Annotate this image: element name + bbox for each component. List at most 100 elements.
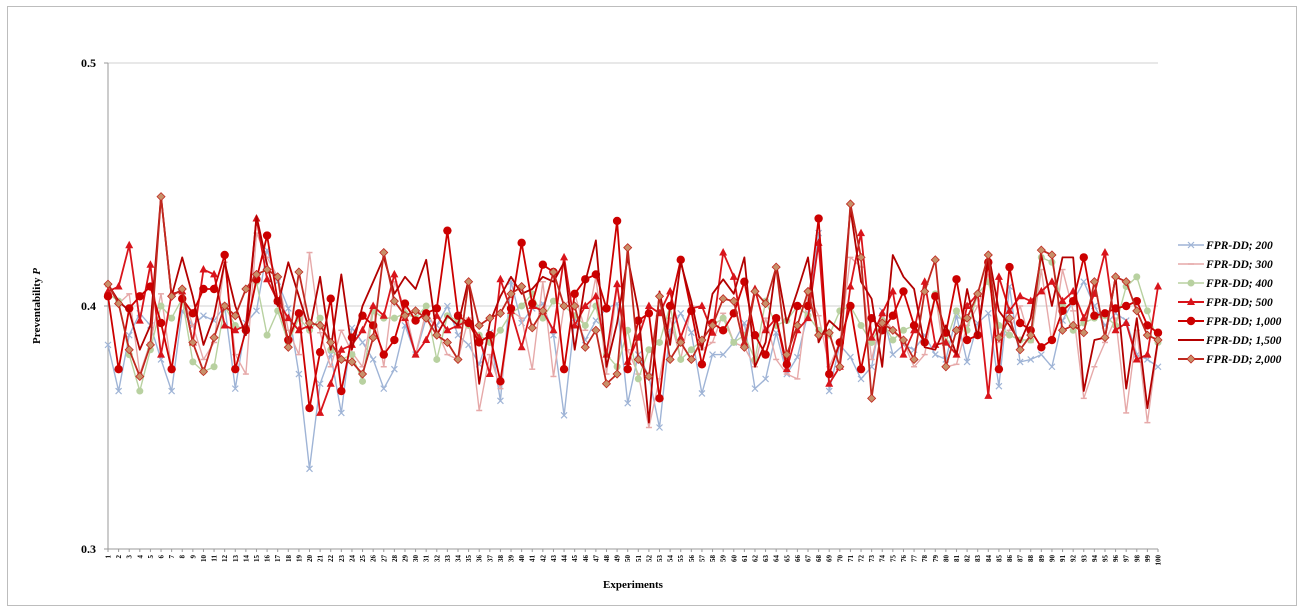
x-tick-label: 53 xyxy=(656,555,664,563)
data-point xyxy=(1132,306,1142,316)
data-point xyxy=(719,248,728,256)
data-point xyxy=(209,284,219,294)
data-point xyxy=(612,216,622,226)
data-point xyxy=(1016,358,1024,366)
data-point xyxy=(241,284,251,294)
data-point xyxy=(559,301,569,311)
data-point xyxy=(718,326,728,335)
data-point xyxy=(294,267,304,277)
x-tick-label: 51 xyxy=(635,555,643,563)
legend-label: FPR-DD; 1,000 xyxy=(1205,316,1282,328)
data-point xyxy=(751,385,759,393)
data-point xyxy=(697,301,706,309)
x-tick-label: 78 xyxy=(921,555,929,563)
x-tick-label: 33 xyxy=(444,555,452,563)
data-point xyxy=(951,325,962,335)
series-line xyxy=(107,195,1159,424)
data-point xyxy=(1133,273,1141,281)
data-point xyxy=(952,275,961,284)
data-point xyxy=(1121,277,1131,287)
data-point xyxy=(189,358,197,366)
data-point xyxy=(273,272,283,282)
data-point xyxy=(761,350,770,359)
data-point xyxy=(136,387,144,395)
data-point xyxy=(1069,326,1077,334)
data-point xyxy=(157,302,165,310)
legend: FPR-DD; 200 FPR-DD; 300 FPR-DD; 400 FPR-DD;… xyxy=(1178,240,1282,366)
data-point xyxy=(1143,321,1152,330)
data-point xyxy=(1005,306,1014,314)
y-axis-label-symbol: P xyxy=(31,268,43,275)
data-point xyxy=(676,333,685,341)
data-point xyxy=(210,269,219,278)
data-point xyxy=(485,369,494,378)
x-tick-label: 49 xyxy=(614,555,622,563)
y-tick-label: 0.5 xyxy=(81,56,96,70)
data-point xyxy=(1142,330,1152,340)
data-point xyxy=(1111,325,1120,334)
x-tick-label: 50 xyxy=(624,555,632,563)
series-line xyxy=(107,256,1159,392)
x-tick-label: 57 xyxy=(698,555,706,563)
y-axis-label-text: Preventability xyxy=(31,277,43,344)
data-point xyxy=(1121,301,1131,311)
data-point xyxy=(421,313,431,323)
x-tick-label: 64 xyxy=(773,555,781,563)
data-point xyxy=(1015,345,1025,355)
data-point xyxy=(1100,333,1110,343)
data-point xyxy=(591,291,600,300)
legend-label: FPR-DD; 300 xyxy=(1205,259,1273,271)
data-point xyxy=(666,286,675,295)
legend-item: FPR-DD; 1,000 xyxy=(1178,316,1282,328)
data-point xyxy=(517,342,526,351)
legend-item: FPR-DD; 400 xyxy=(1178,278,1273,290)
data-point xyxy=(878,308,887,317)
data-point xyxy=(230,311,240,321)
data-point xyxy=(1027,356,1035,363)
data-point xyxy=(750,286,760,296)
data-point xyxy=(496,377,505,386)
x-tick-label: 18 xyxy=(285,555,293,563)
x-tick-label: 63 xyxy=(762,555,770,563)
data-point xyxy=(729,272,738,280)
x-tick-label: 16 xyxy=(264,555,272,563)
x-tick-label: 93 xyxy=(1080,555,1088,563)
data-point xyxy=(442,337,452,348)
data-point xyxy=(231,321,239,329)
legend-marker xyxy=(1187,241,1195,249)
x-tick-label: 54 xyxy=(667,555,675,563)
x-tick-label: 76 xyxy=(900,555,908,563)
data-point xyxy=(337,345,346,353)
data-point xyxy=(125,304,134,313)
data-point xyxy=(963,358,971,366)
data-point xyxy=(857,228,866,237)
data-point xyxy=(432,304,441,313)
data-point xyxy=(1111,272,1121,282)
data-point xyxy=(231,325,240,334)
x-tick-label: 19 xyxy=(295,555,303,563)
x-tick-label: 58 xyxy=(709,555,717,563)
data-point xyxy=(114,282,123,290)
data-point xyxy=(124,345,134,355)
x-tick-label: 73 xyxy=(868,555,876,563)
data-point xyxy=(1058,296,1067,305)
data-point xyxy=(549,297,557,305)
x-tick-label: 44 xyxy=(561,555,569,563)
data-point xyxy=(262,264,272,275)
data-point xyxy=(135,316,144,324)
data-point xyxy=(304,318,315,328)
data-point xyxy=(284,305,292,312)
x-tick-label: 15 xyxy=(253,555,261,563)
legend-label: FPR-DD; 400 xyxy=(1205,278,1273,290)
data-point xyxy=(1037,343,1046,352)
data-point xyxy=(1132,354,1141,363)
data-point xyxy=(157,350,166,358)
data-point xyxy=(656,424,663,431)
data-point xyxy=(316,380,324,388)
data-point xyxy=(1153,328,1163,337)
x-tick-label: 95 xyxy=(1101,555,1109,563)
data-point xyxy=(145,340,155,350)
data-point xyxy=(1068,296,1078,306)
data-point xyxy=(814,330,824,340)
data-point xyxy=(548,267,559,277)
